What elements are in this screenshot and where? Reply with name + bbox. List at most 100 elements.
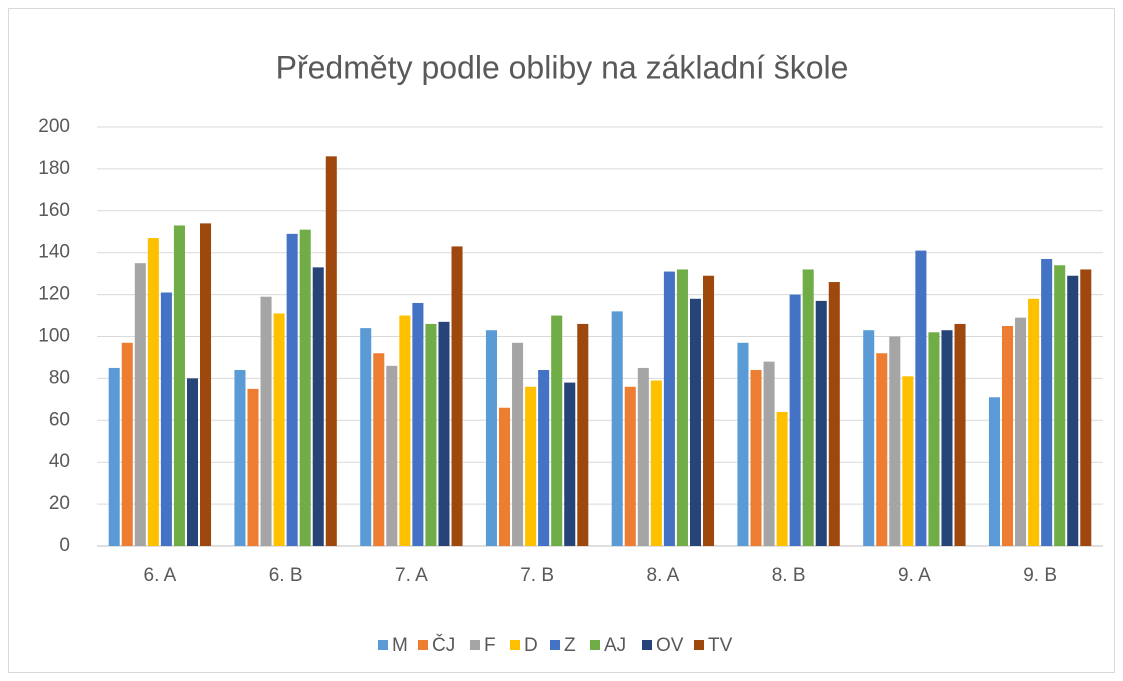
legend-label: TV	[708, 635, 733, 656]
bar	[815, 300, 827, 546]
bar	[1067, 275, 1079, 546]
bar	[425, 323, 437, 546]
y-tick-label: 200	[38, 116, 70, 137]
bar	[525, 386, 537, 546]
bar	[1001, 326, 1014, 546]
bar	[200, 223, 212, 546]
legend-swatch	[550, 640, 560, 650]
bar	[438, 321, 450, 546]
bar	[624, 386, 636, 546]
x-tick-label: 8. A	[647, 565, 680, 586]
bar	[1028, 298, 1040, 546]
bar	[260, 296, 272, 546]
legend-swatch	[470, 640, 480, 650]
bar	[650, 380, 662, 546]
bar	[373, 353, 385, 546]
bar	[312, 267, 324, 546]
y-tick-label: 100	[38, 326, 70, 347]
bar	[611, 311, 623, 546]
bar	[863, 330, 875, 546]
bar	[763, 361, 775, 546]
legend-label: AJ	[604, 635, 626, 656]
bar	[186, 378, 199, 546]
bar	[412, 302, 424, 546]
bar	[399, 315, 411, 546]
bar	[703, 275, 715, 546]
bar	[915, 250, 927, 547]
x-tick-label: 7. A	[395, 565, 428, 586]
bar	[954, 323, 966, 546]
bar	[538, 370, 550, 546]
bar	[286, 233, 298, 546]
bar	[451, 246, 463, 547]
bar	[386, 365, 398, 546]
x-tick-label: 7. B	[520, 565, 554, 586]
legend-swatch	[694, 640, 704, 650]
legend-swatch	[590, 640, 600, 650]
bar	[676, 269, 688, 546]
legend-swatch	[642, 640, 652, 650]
bar	[273, 313, 285, 546]
y-tick-label: 140	[38, 242, 70, 263]
bar	[134, 263, 146, 546]
bar	[1054, 265, 1066, 546]
bar	[147, 238, 159, 546]
legend-label: F	[484, 635, 496, 656]
x-tick-label: 9. A	[898, 565, 931, 586]
bar	[1080, 269, 1092, 546]
y-tick-label: 120	[38, 284, 70, 305]
y-tick-label: 160	[38, 200, 70, 221]
bar	[551, 315, 563, 546]
bar	[485, 330, 497, 546]
bar	[1041, 258, 1053, 546]
bar	[360, 328, 372, 546]
legend-swatch	[510, 640, 520, 650]
y-tick-label: 60	[49, 409, 70, 430]
bar	[941, 330, 953, 546]
legend-label: ČJ	[432, 634, 455, 656]
bar	[828, 282, 840, 546]
bar	[737, 342, 749, 546]
bar	[498, 407, 511, 546]
legend-label: OV	[656, 635, 684, 656]
y-tick-label: 80	[49, 367, 70, 388]
bar	[663, 271, 675, 546]
y-tick-label: 180	[38, 158, 70, 179]
bar	[750, 370, 762, 546]
y-tick-label: 40	[49, 451, 70, 472]
bar	[173, 225, 185, 546]
bar	[889, 336, 901, 546]
bar	[299, 229, 311, 546]
bar	[988, 397, 1000, 546]
x-tick-label: 8. B	[772, 565, 806, 586]
bar	[876, 353, 888, 546]
bar	[247, 388, 259, 546]
x-tick-label: 6. B	[269, 565, 303, 586]
bar	[564, 382, 576, 546]
bar	[789, 294, 801, 546]
legend-label: M	[392, 635, 408, 656]
bar	[637, 367, 649, 546]
bar	[234, 370, 246, 546]
x-tick-label: 9. B	[1023, 565, 1057, 586]
bar	[902, 376, 914, 546]
bar	[108, 367, 120, 546]
bar	[802, 269, 814, 546]
legend-swatch	[378, 640, 388, 650]
bar	[928, 332, 940, 546]
x-tick-label: 6. A	[144, 565, 177, 586]
bar	[325, 156, 337, 546]
bar	[1015, 317, 1027, 546]
y-tick-label: 20	[49, 493, 70, 514]
bar	[512, 342, 524, 546]
chart-title: Předměty podle obliby na základní škole	[276, 49, 849, 85]
legend-label: Z	[564, 635, 576, 656]
legend-swatch	[418, 640, 428, 650]
legend-label: D	[524, 635, 538, 656]
bar	[121, 342, 133, 546]
bar	[689, 298, 702, 546]
bar	[160, 292, 172, 546]
bar	[577, 323, 589, 546]
bar	[776, 411, 788, 546]
